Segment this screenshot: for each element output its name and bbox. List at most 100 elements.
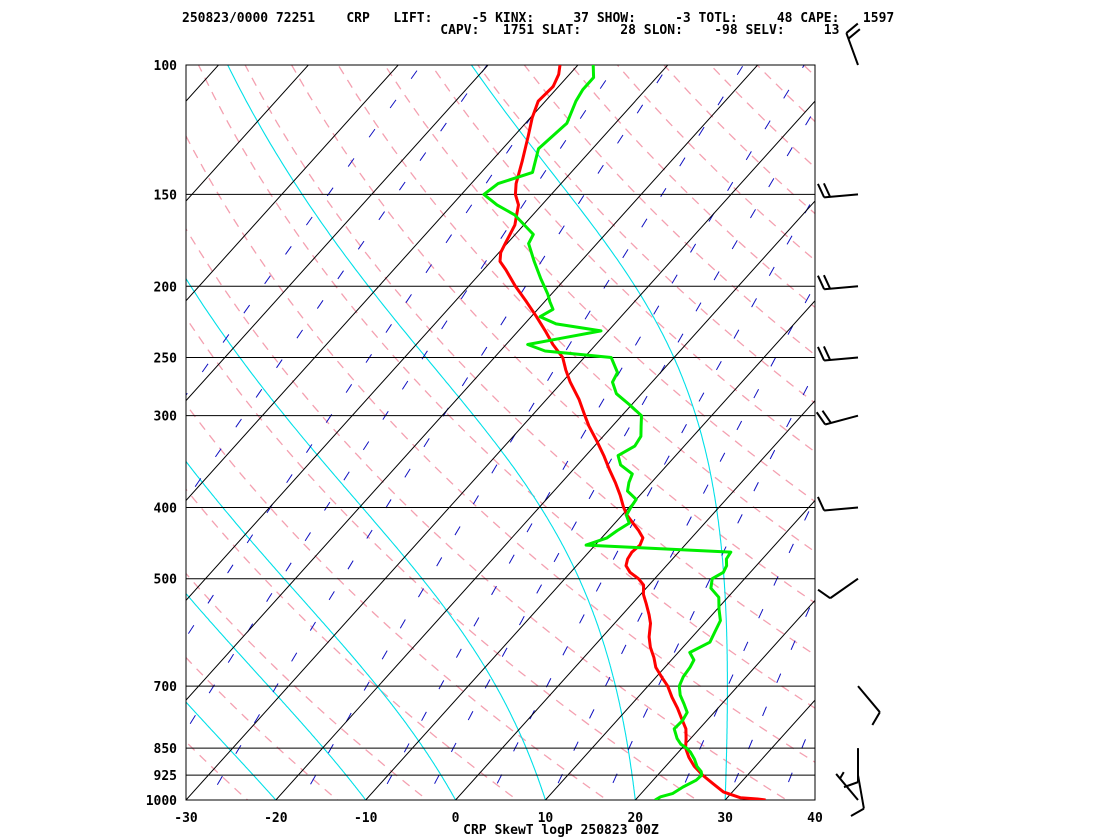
mixing-ratio-line [549,283,815,800]
mixing-ratio-line [780,714,815,800]
wind-barb-flag [815,411,826,426]
pressure-tick-label: 500 [154,573,178,588]
pressure-tick-label: 150 [154,188,178,203]
header-line-1: 250823/0000 72251 CRP LIFT: -5 KINX: 37 … [182,11,894,26]
isotherm-line [0,49,54,816]
isotherm-line [186,65,220,102]
wind-barb-staff [857,685,881,713]
wind-barb-flag [821,410,832,424]
wind-barb-half-flag [839,771,845,780]
moist-adiabat-line [470,65,728,800]
wind-barb-flag [847,28,861,40]
pressure-tick-label: 925 [154,769,177,784]
mixing-ratio-line [186,65,422,396]
mixing-ratio-line [301,65,744,800]
temperature-tick-label: 0 [452,811,460,826]
dry-adiabat-line [186,740,249,800]
dry-adiabat-line [803,65,815,77]
wind-barb-flag [850,807,865,817]
pressure-tick-label: 850 [154,742,178,757]
pressure-tick-labels: 100 150 200 250 300 400 500 700 850 925 1000 [146,59,177,809]
wind-barb-flag [822,182,832,198]
isotherm-line [186,65,759,701]
wind-barb [817,182,859,199]
mixing-ratio-line [425,108,815,800]
moist-adiabat-line [186,277,546,800]
mixing-ratio-line [488,194,815,800]
mixing-ratio-line [377,65,805,800]
temperature-tick-label: 10 [538,811,554,826]
dry-adiabat-line [197,65,815,709]
wind-barb [843,748,859,789]
header-line-2: CAPV: 1751 SLAT: 28 SLON: -98 SELV: 13 [182,23,839,38]
dry-adiabat-line [430,65,815,453]
dry-adiabat-line [663,65,815,215]
wind-barb-staff [829,577,859,600]
isotherm-line [186,65,489,402]
wind-barb [845,22,861,66]
moist-adiabat-line [186,592,367,800]
wind-barb-flag [822,345,832,361]
mixing-ratio-line [604,371,815,800]
dry-adiabat-line [186,134,815,764]
dry-adiabat-line [710,65,815,169]
wind-barb [817,496,859,512]
isotherm-line [186,65,310,202]
wind-barb-flag [817,588,831,600]
dry-adiabats [0,65,1120,816]
pressure-tick-label: 250 [154,351,178,366]
dry-adiabat-line [186,488,519,800]
temperature-tick-label: -30 [174,811,198,826]
dry-adiabat-line [570,65,815,309]
moist-adiabats [186,65,815,800]
dry-adiabat-line [384,65,815,503]
dry-adiabat-line [0,65,83,816]
isotherm-line [186,65,669,602]
isotherm-line [544,499,815,800]
wind-barbs [815,22,881,817]
isotherm-line [454,399,815,800]
isotherm-line [814,799,815,800]
dry-adiabat-line [186,572,429,800]
plot-frame [185,64,816,801]
mixing-ratio-line [726,594,815,800]
isotherm-line [186,65,399,302]
dry-adiabat-line [186,316,698,800]
pressure-tick-label: 400 [154,502,178,517]
isotherm-line [634,599,815,800]
dry-adiabat-line [337,65,815,553]
moist-adiabat-line [186,460,457,800]
dry-adiabat-line [616,65,815,262]
temperature-tick-label: 40 [807,811,823,826]
isotherm-line [724,699,815,800]
temperature-tick-label: 30 [717,811,733,826]
mixing-ratio-line [186,65,567,639]
dry-adiabat-line [186,227,788,800]
chart-title: CRP SkewT logP 250823 00Z [463,823,659,838]
isotherm-line [0,49,143,816]
wind-barb-flag [817,275,826,290]
dry-adiabat-line [850,65,1120,816]
isotherms [0,49,815,816]
moist-adiabat-line [814,795,815,800]
temperature-tick-labels: -30 -20 -10 0 10 20 30 40 [174,811,823,826]
wind-barb [815,410,859,426]
wind-barb-flag [845,22,859,34]
profile-series [482,65,766,800]
dry-adiabat-line [523,65,815,356]
wind-barb-flag [843,781,859,789]
temperature-tick-label: -10 [354,811,378,826]
mixing-ratio-line [186,65,617,732]
moist-adiabat-line [227,65,636,800]
wind-barb-flag [871,711,881,726]
isotherm-line [186,100,815,800]
wind-barb-flag [822,274,832,290]
wind-barb [817,274,859,291]
dry-adiabat-line [0,65,174,816]
dry-adiabat-line [186,656,339,800]
mixing-ratio-line [207,65,670,800]
wind-barb [857,685,881,726]
moist-adiabat-line [186,701,277,800]
pressure-tick-label: 700 [154,680,178,695]
isotherm-line [365,300,815,800]
